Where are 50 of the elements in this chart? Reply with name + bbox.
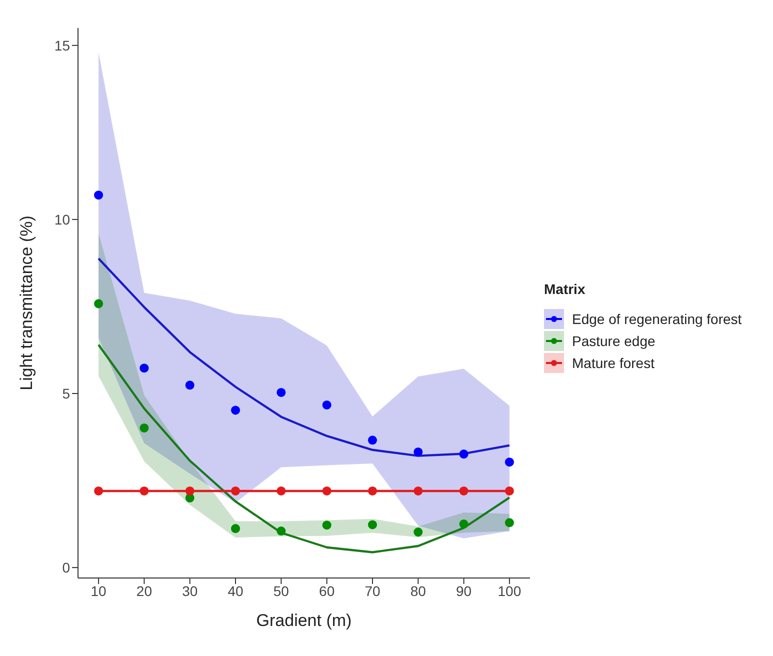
point bbox=[414, 528, 423, 537]
point bbox=[504, 518, 514, 528]
point bbox=[322, 400, 332, 410]
x-tick-label: 30 bbox=[182, 582, 198, 599]
point bbox=[231, 406, 240, 415]
point bbox=[231, 486, 240, 496]
point bbox=[414, 447, 423, 456]
point bbox=[504, 458, 514, 467]
x-tick-label: 90 bbox=[456, 582, 472, 599]
x-tick-label: 70 bbox=[364, 582, 380, 599]
point bbox=[276, 388, 286, 397]
x-tick-label: 40 bbox=[228, 582, 244, 599]
point bbox=[140, 364, 149, 373]
x-tick-label: 50 bbox=[273, 582, 290, 599]
x-tick-label: 60 bbox=[319, 582, 335, 599]
point bbox=[185, 380, 194, 390]
y-tick-label: 5 bbox=[62, 385, 70, 402]
x-tick-label: 100 bbox=[498, 582, 522, 599]
line-series bbox=[97, 344, 511, 554]
y-axis-title: Light transmittance (%) bbox=[17, 216, 36, 390]
point bbox=[414, 486, 423, 496]
legend-title: Matrix bbox=[544, 281, 586, 297]
point bbox=[322, 520, 332, 530]
point bbox=[231, 524, 240, 534]
point bbox=[368, 486, 377, 496]
y-tick-label: 15 bbox=[54, 37, 70, 54]
legend-label: Pasture edge bbox=[572, 333, 656, 349]
legend-label: Edge of regenerating forest bbox=[572, 311, 742, 327]
point bbox=[459, 486, 468, 496]
point bbox=[504, 486, 514, 496]
point bbox=[140, 423, 149, 432]
point bbox=[368, 436, 377, 445]
point bbox=[94, 190, 104, 200]
point bbox=[368, 520, 377, 530]
legend-label: Mature forest bbox=[572, 355, 654, 371]
point bbox=[94, 299, 104, 308]
point bbox=[459, 450, 468, 459]
x-tick-label: 80 bbox=[410, 582, 426, 599]
x-axis-title: Gradient (m) bbox=[256, 611, 352, 630]
x-tick-label: 20 bbox=[136, 582, 152, 599]
point bbox=[276, 486, 286, 496]
x-tick-label: 10 bbox=[90, 582, 107, 599]
point bbox=[322, 486, 332, 496]
y-tick-label: 0 bbox=[62, 560, 70, 576]
y-tick-label: 10 bbox=[54, 211, 70, 228]
point bbox=[140, 486, 149, 496]
point bbox=[94, 486, 104, 496]
point bbox=[276, 526, 286, 536]
point bbox=[459, 520, 468, 529]
point bbox=[185, 486, 194, 496]
